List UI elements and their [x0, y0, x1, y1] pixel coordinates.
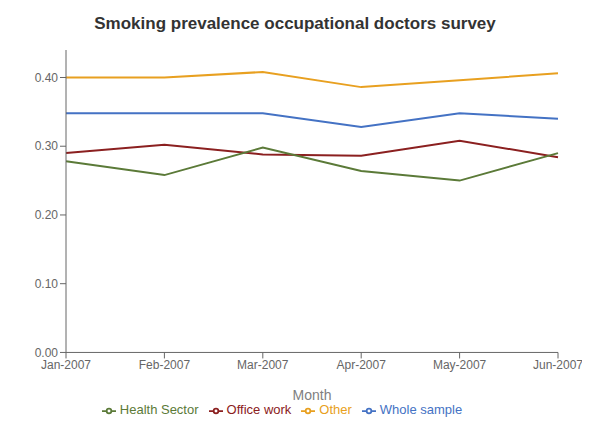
html-text:Whole sample: Whole sample	[379, 402, 463, 418]
html-text:Smoking prevalence occupationa: Smoking prevalence occupational doctors …	[94, 14, 496, 33]
svg-text:0.40: 0.40	[35, 71, 59, 85]
svg-text:Mar-2007: Mar-2007	[237, 358, 289, 372]
svg-text:Jun-2007: Jun-2007	[533, 358, 582, 372]
svg-text:Jan-2007: Jan-2007	[41, 358, 91, 372]
svg-text:May-2007: May-2007	[433, 358, 487, 372]
html-text:Health Sector: Health Sector	[119, 402, 199, 418]
svg-text:0.00: 0.00	[35, 346, 59, 360]
svg-text:Month: Month	[293, 387, 332, 403]
svg-text:0.30: 0.30	[35, 139, 59, 153]
svg-text:Feb-2007: Feb-2007	[139, 358, 191, 372]
svg-text:Apr-2007: Apr-2007	[337, 358, 387, 372]
html-text:Office work: Office work	[226, 402, 292, 418]
html-text:Other: Other	[319, 402, 352, 418]
svg-text:0.20: 0.20	[35, 208, 59, 222]
svg-text:0.10: 0.10	[35, 277, 59, 291]
